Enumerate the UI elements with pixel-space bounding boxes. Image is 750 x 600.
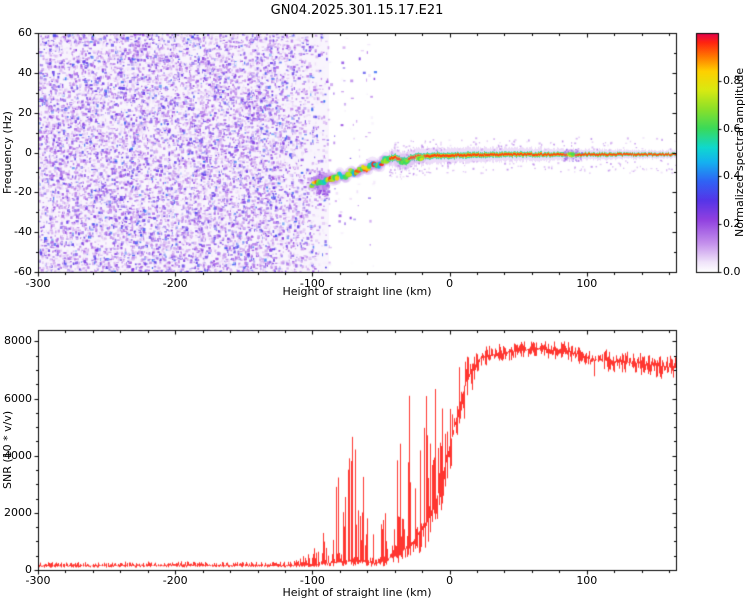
tick-label: -100: [299, 574, 325, 587]
tick-label: 2000: [4, 505, 32, 519]
tick-label: 0: [446, 574, 454, 587]
tick-label: 0: [25, 145, 32, 159]
tick-label: -200: [162, 277, 188, 290]
colorbar-label: Normalized spectral amplitude: [733, 67, 746, 238]
tick-label: -60: [14, 265, 32, 278]
tick-label: 0.8: [723, 73, 741, 87]
tick-label: -40: [14, 225, 32, 239]
tick-label: 0: [446, 277, 454, 290]
chart-title: GN04.2025.301.15.17.E21: [270, 3, 444, 18]
tick-label: -300: [25, 574, 51, 587]
tick-label: 0: [25, 563, 32, 576]
tick-label: 20: [18, 105, 32, 119]
tick-label: 60: [18, 26, 32, 39]
tick-label: -200: [162, 574, 188, 587]
tick-label: -100: [299, 277, 325, 290]
tick-label: -300: [25, 277, 51, 290]
tick-label: 0.4: [723, 169, 741, 183]
snr-xlabel: Height of straight line (km): [282, 586, 432, 599]
tick-label: 8000: [4, 334, 32, 348]
tick-label: 6000: [4, 391, 32, 405]
tick-label: 4000: [4, 448, 32, 462]
tick-label: 0.6: [723, 121, 741, 135]
spectrogram-xlabel: Height of straight line (km): [282, 285, 432, 298]
tick-label: -20: [14, 185, 32, 199]
tick-label: 100: [576, 574, 598, 587]
tick-label: 100: [576, 277, 598, 290]
tick-label: 0.0: [723, 265, 741, 278]
tick-label: 40: [18, 65, 32, 79]
tick-label: 0.2: [723, 217, 741, 231]
